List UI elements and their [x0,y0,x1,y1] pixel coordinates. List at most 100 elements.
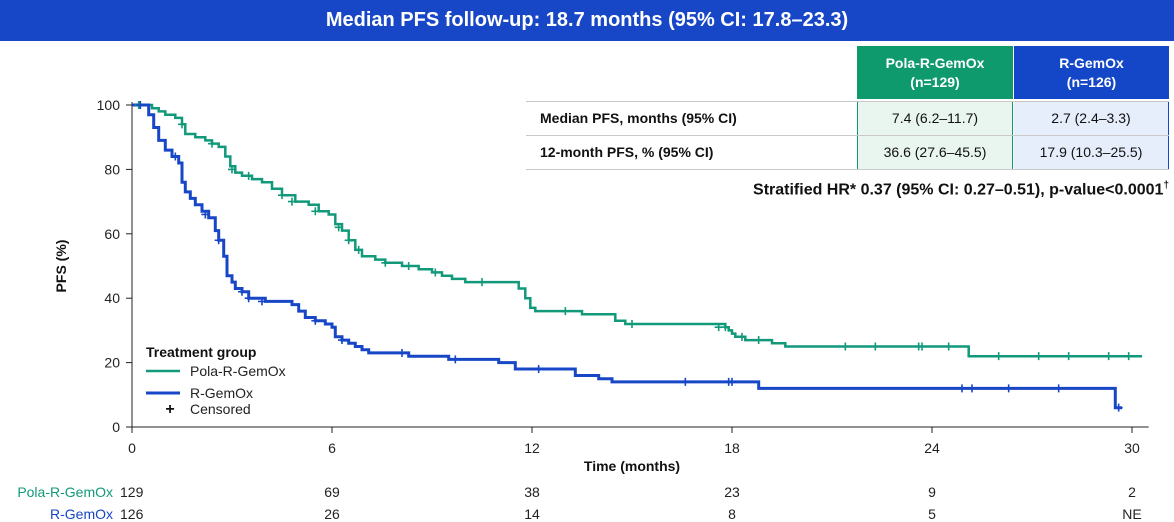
censor-mark-rgemox [968,384,976,393]
legend-label-censored: Censored [190,401,251,417]
censor-mark-rgemox [238,287,246,296]
legend-title: Treatment group [146,344,256,360]
censor-marks [134,101,1133,412]
censor-mark-pola [994,352,1003,361]
at-risk-label-pola: Pola-R-GemOx [17,484,113,500]
header-pola-name: Pola-R-GemOx [885,54,985,71]
censor-mark-pola [208,139,216,148]
censor-mark-rgemox [258,297,266,306]
x-tick-label: 24 [924,440,940,456]
censor-mark-rgemox [681,377,690,386]
censor-mark-rgemox [171,152,180,161]
censor-mark-rgemox [244,294,253,303]
y-tick-label: 100 [97,97,121,113]
dagger-footnote: † [1163,180,1169,191]
at-risk-value-rgemox: 126 [120,506,144,522]
header-pola-n: (n=129) [910,73,960,90]
censor-mark-pola [871,342,880,351]
censor-mark-rgemox [451,355,460,364]
censor-mark-pola [478,278,486,287]
censor-mark-pola [754,336,763,345]
header-rgemox: R-GemOx (n=126) [1014,46,1169,99]
y-tick-label: 20 [104,355,120,371]
row-divider [526,169,1169,170]
banner-title: Median PFS follow-up: 18.7 months (95% C… [325,9,849,31]
legend-label-pola: Pola-R-GemOx [190,363,286,379]
x-tick-label: 18 [724,440,740,456]
x-tick-label: 12 [524,440,540,456]
x-tick-label: 6 [328,440,336,456]
censor-mark-pola [288,197,296,206]
censor-mark-pola [918,342,926,351]
cell-rgemox: 2.7 (2.4–3.3) [1014,102,1169,135]
y-tick-label: 80 [104,161,120,177]
legend: Treatment group Pola-R-GemOx R-GemOx + C… [146,344,286,418]
x-tick-label: 0 [128,440,136,456]
cell-pola: 7.4 (6.2–11.7) [857,102,1013,135]
censor-mark-rgemox [728,377,736,386]
censor-mark-rgemox [958,384,966,393]
at-risk-value-rgemox: 8 [728,506,736,522]
censor-mark-rgemox [1054,384,1063,393]
censor-mark-rgemox [136,101,145,109]
censor-mark-pola [228,165,236,174]
censor-mark-pola [431,268,440,277]
header-rgemox-name: R-GemOx [1059,54,1124,71]
header-pola: Pola-R-GemOx (n=129) [857,46,1013,99]
censor-mark-rgemox [398,348,406,357]
header-rgemox-n: (n=126) [1066,73,1117,90]
censor-mark-pola [354,245,363,254]
censor-mark-pola [404,262,413,270]
at-risk-value-pola: 2 [1128,484,1136,500]
y-tick-label: 60 [104,226,120,242]
censor-mark-pola [334,223,343,232]
at-risk-value-pola: 23 [724,484,740,500]
censored-symbol-icon: + [165,401,174,418]
axes: 0 6 12 18 24 30 0 20 40 60 80 100 Time (months) PFS (… [53,97,1149,474]
censor-mark-rgemox [311,316,320,325]
censor-mark-pola [628,319,636,328]
legend-label-rgemox: R-GemOx [190,385,253,401]
km-curve-rgemox [132,103,1122,410]
row-divider [526,135,1169,136]
at-risk-value-pola: 38 [524,484,540,500]
y-axis-title: PFS (%) [53,240,69,293]
censor-mark-pola [278,191,286,200]
censor-mark-pola [1064,352,1073,361]
censor-mark-pola [178,120,186,129]
censor-mark-rgemox [338,336,346,345]
censor-mark-pola [561,307,570,316]
row-divider [526,101,1169,102]
censor-mark-pola [944,342,953,351]
y-tick-label: 0 [112,419,120,435]
row-label: Median PFS, months (95% CI) [540,110,737,126]
censor-mark-pola [841,342,850,351]
row-label: 12-month PFS, % (95% CI) [540,144,714,160]
censor-mark-pola [1034,352,1043,361]
censor-mark-pola [244,171,253,180]
at-risk-value-pola: 129 [120,484,144,500]
censor-mark-rgemox [201,210,210,219]
stats-row-12month: 12-month PFS, % (95% CI) 36.6 (27.6–45.5… [526,136,1169,169]
censor-mark-rgemox [1114,403,1123,412]
x-tick-label: 30 [1124,440,1140,456]
hazard-ratio-value: Stratified HR* 0.37 (95% CI: 0.27–0.51),… [753,181,1164,199]
censor-mark-pola [344,236,353,245]
censor-mark-pola [1124,352,1133,361]
censor-mark-pola [311,207,320,216]
censor-mark-pola [1104,352,1113,361]
cell-pola: 36.6 (27.6–45.5) [857,136,1013,169]
at-risk-value-rgemox: 5 [928,506,936,522]
censor-mark-rgemox [1004,384,1013,393]
censor-mark-pola [381,258,390,267]
censor-mark-rgemox [534,365,543,374]
at-risk-value-pola: 69 [324,484,340,500]
cell-rgemox: 17.9 (10.3–25.5) [1014,136,1169,169]
hazard-ratio-text: Stratified HR* 0.37 (95% CI: 0.27–0.51),… [526,180,1169,199]
censor-mark-rgemox [214,236,223,245]
stats-row-median: Median PFS, months (95% CI) 7.4 (6.2–11.… [526,102,1169,135]
at-risk-value-rgemox: NE [1122,506,1141,522]
at-risk-value-rgemox: 26 [324,506,340,522]
follow-up-banner: Median PFS follow-up: 18.7 months (95% C… [0,0,1174,41]
